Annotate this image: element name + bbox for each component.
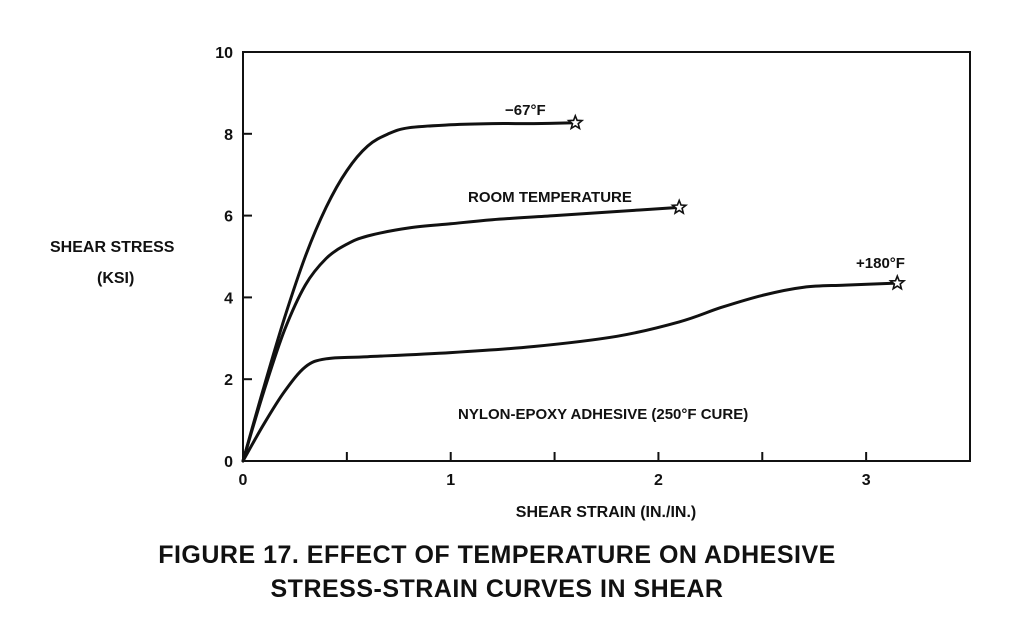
y-axis-title-line1: SHEAR STRESS [50,239,175,256]
x-tick-label: 1 [446,472,455,489]
x-tick-label: 2 [654,472,663,489]
star-marker-icon [566,113,585,131]
y-axis-ticks: 0 2 4 6 8 10 [215,45,252,471]
annotation-adhesive: NYLON-EPOXY ADHESIVE (250°F CURE) [458,406,748,423]
annotation-plus180: +180°F [856,255,905,272]
figure-caption-line2: STRESS-STRAIN CURVES IN SHEAR [271,575,724,603]
y-tick-label: 8 [224,127,233,144]
star-marker-icon [888,273,907,291]
y-tick-label: 10 [215,45,233,62]
x-tick-label: 0 [239,472,248,489]
y-axis-title-line2: (KSI) [97,270,134,287]
x-axis-title: SHEAR STRAIN (IN./IN.) [516,504,696,521]
y-tick-label: 0 [224,454,233,471]
x-tick-label: 3 [862,472,871,489]
end-markers-group [566,113,907,291]
plot-frame [242,51,971,462]
figure-caption-line1: FIGURE 17. EFFECT OF TEMPERATURE ON ADHE… [158,541,836,569]
x-axis-ticks: 0 1 2 3 [239,452,871,489]
y-tick-label: 4 [224,290,233,307]
annotation-room-temperature: ROOM TEMPERATURE [468,189,632,206]
y-tick-label: 2 [224,372,233,389]
star-marker-icon [670,198,689,215]
annotation-neg67: −67°F [505,102,546,119]
curve-series-0 [241,121,577,463]
y-tick-label: 6 [224,209,233,226]
curve-series-1 [241,205,681,463]
curves-group [241,121,899,463]
curve-series-2 [241,281,899,463]
